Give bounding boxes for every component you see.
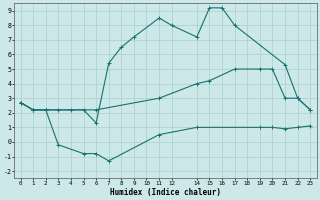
- X-axis label: Humidex (Indice chaleur): Humidex (Indice chaleur): [110, 188, 221, 197]
